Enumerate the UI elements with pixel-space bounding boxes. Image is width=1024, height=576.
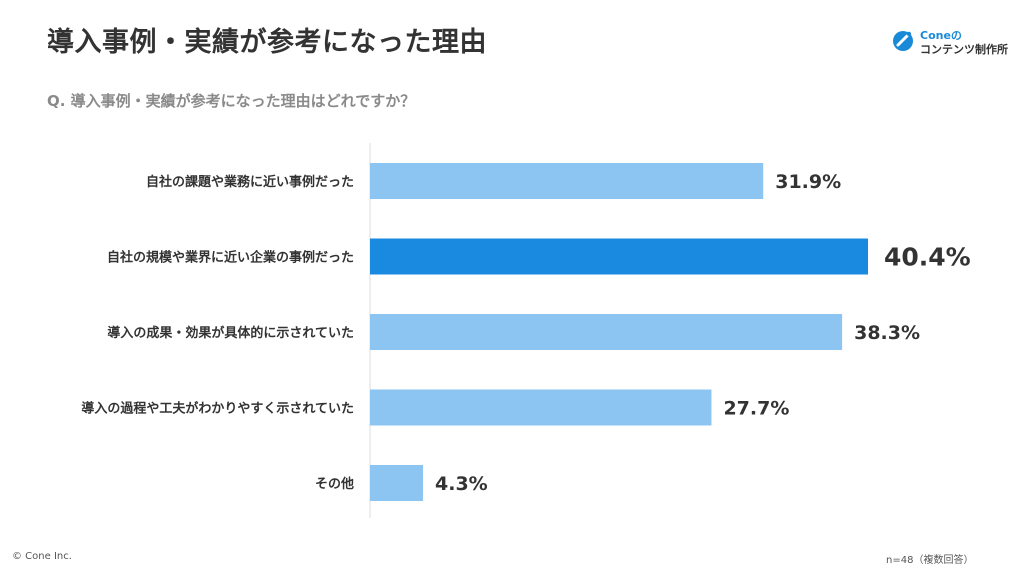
logo-text-line2: コンテンツ制作所	[920, 43, 1008, 56]
bar	[370, 389, 712, 426]
copyright-text: © Cone Inc.	[12, 551, 72, 562]
cone-logo-icon	[893, 31, 913, 51]
category-label: その他	[315, 476, 354, 492]
page-title: 導入事例・実績が参考になった理由	[47, 27, 487, 58]
survey-question: Q. 導入事例・実績が参考になった理由はどれですか？	[47, 92, 416, 110]
value-label: 27.7%	[723, 398, 789, 420]
bar	[370, 465, 424, 501]
bar	[370, 238, 868, 275]
bar	[370, 163, 764, 199]
category-label: 自社の規模や業界に近い企業の事例だった	[107, 250, 354, 266]
value-label: 40.4%	[884, 243, 971, 272]
category-label: 自社の課題や業務に近い事例だった	[146, 174, 354, 190]
value-label: 38.3%	[854, 322, 920, 344]
bar	[370, 314, 843, 350]
category-label: 導入の成果・効果が具体的に示されていた	[107, 325, 354, 341]
brand-logo: Coneの コンテンツ制作所	[892, 26, 1017, 56]
sample-size-note: n=48（複数回答）	[886, 555, 974, 566]
value-label: 4.3%	[435, 473, 488, 495]
logo-text-line1: Coneの	[920, 29, 962, 42]
category-label: 導入の過程や工夫がわかりやすく示されていた	[81, 401, 354, 417]
value-label: 31.9%	[775, 171, 841, 193]
